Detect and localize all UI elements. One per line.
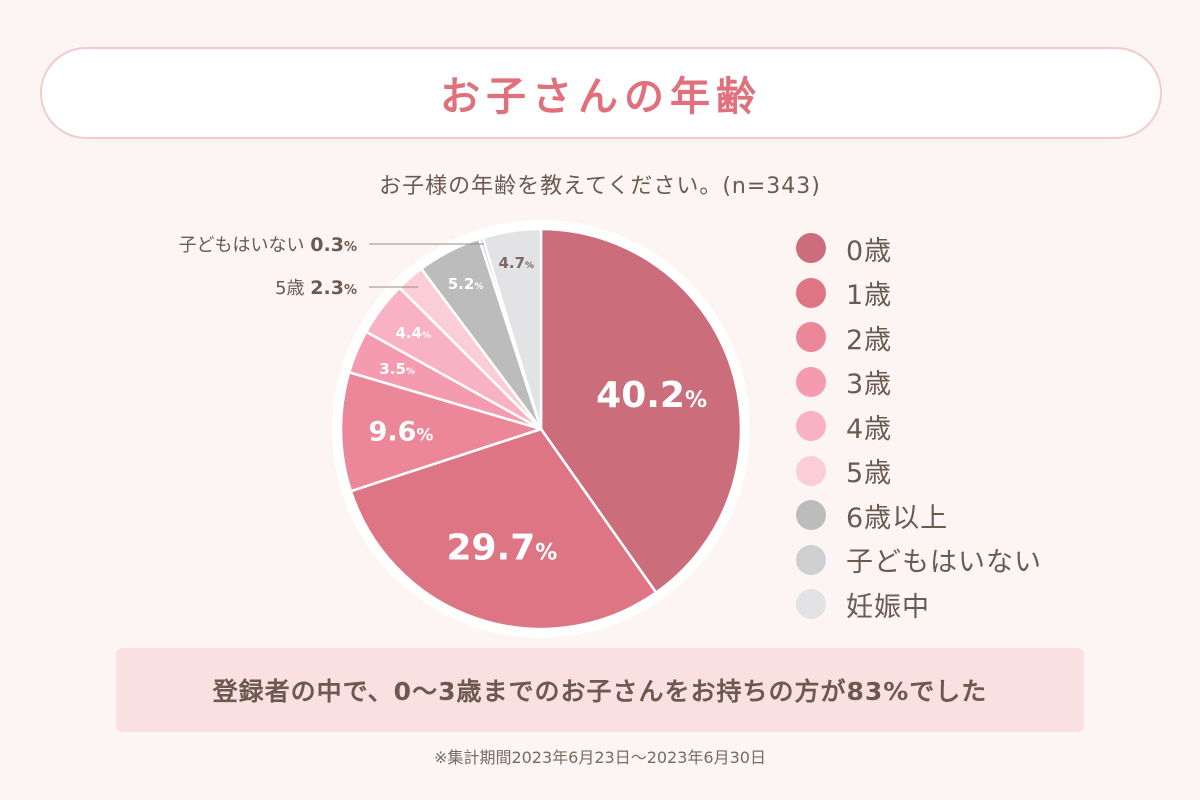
survey-question: お子様の年齢を教えてください。(n=343) — [379, 174, 821, 199]
footnote: ※集計期間2023年6月23日〜2023年6月30日 — [434, 748, 766, 767]
summary-box: 登録者の中で、0〜3歳までのお子さんをお持ちの方が83%でした — [116, 648, 1084, 732]
legend-swatch — [796, 366, 826, 397]
legend-label: 5歳 — [846, 458, 893, 490]
legend-swatch — [796, 322, 826, 353]
callout-label-0: 子どもはいない 0.3% — [179, 234, 357, 256]
callout-label-1: 5歳 2.3% — [275, 277, 357, 299]
legend-swatch — [796, 500, 826, 531]
legend-item: 5歳 — [796, 449, 1096, 494]
legend-label: 4歳 — [846, 413, 893, 445]
summary-text: 登録者の中で、0〜3歳までのお子さんをお持ちの方が83%でした — [212, 677, 988, 706]
legend-label: 6歳以上 — [846, 502, 949, 534]
legend-item: 2歳 — [796, 315, 1096, 360]
legend-item: 1歳 — [796, 271, 1096, 316]
legend-label: 3歳 — [846, 369, 893, 401]
pie-slice-1 — [349, 427, 658, 631]
legend-swatch — [796, 544, 826, 575]
legend-label: 1歳 — [846, 280, 893, 312]
pie-slice-0 — [539, 227, 743, 594]
title-banner: お子さんの年齢 — [40, 47, 1162, 139]
legend-swatch — [796, 233, 826, 264]
legend-swatch — [796, 411, 826, 442]
legend-label: 2歳 — [846, 324, 893, 356]
legend-label: 0歳 — [846, 235, 893, 267]
legend-item: 0歳 — [796, 226, 1096, 271]
data-label-2: 9.6% — [369, 417, 434, 448]
chart-legend: 0歳 1歳 2歳 3歳 4歳 5歳 6歳以上子どもはいない 妊娠中 — [796, 226, 1096, 627]
legend-item: 6歳以上 — [796, 493, 1096, 538]
legend-item: 3歳 — [796, 360, 1096, 405]
legend-swatch — [796, 589, 826, 620]
page-title: お子さんの年齢 — [440, 74, 762, 120]
legend-label: 子どもはいない — [846, 547, 1042, 579]
legend-item: 子どもはいない — [796, 538, 1096, 583]
legend-item: 4歳 — [796, 404, 1096, 449]
pie-slice-2 — [339, 370, 543, 493]
legend-swatch — [796, 277, 826, 308]
legend-item: 妊娠中 — [796, 582, 1096, 627]
pie-slice-8 — [481, 227, 543, 431]
legend-label: 妊娠中 — [846, 591, 930, 623]
legend-swatch — [796, 455, 826, 486]
